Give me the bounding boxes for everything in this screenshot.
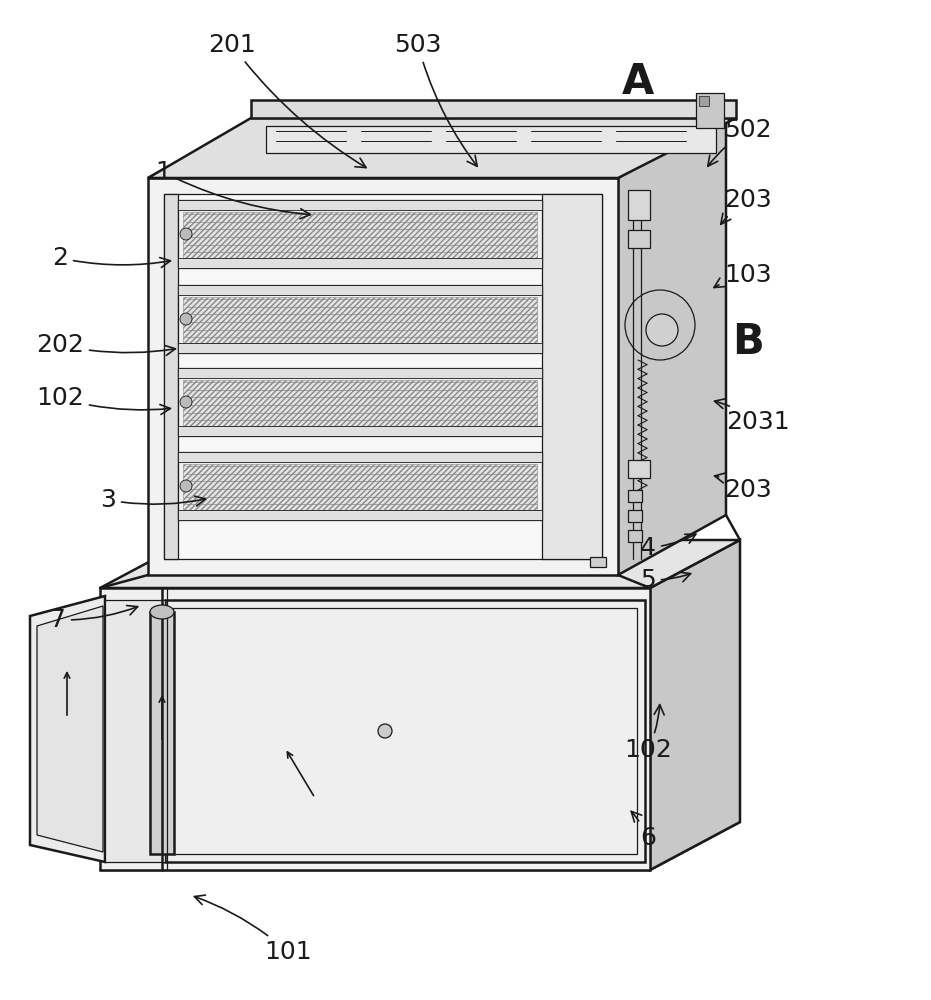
Bar <box>165 600 645 862</box>
Bar <box>590 557 606 567</box>
Polygon shape <box>100 588 650 870</box>
Text: 3: 3 <box>100 488 206 512</box>
Bar <box>628 490 642 502</box>
Bar <box>628 530 642 542</box>
Bar <box>105 600 165 862</box>
Ellipse shape <box>150 605 174 619</box>
Polygon shape <box>650 540 740 870</box>
Circle shape <box>180 396 192 408</box>
Text: B: B <box>732 321 763 363</box>
Bar <box>178 368 542 378</box>
Bar <box>699 96 709 106</box>
Bar <box>178 200 542 210</box>
Bar <box>628 510 642 522</box>
Bar <box>178 285 542 295</box>
Bar <box>542 194 602 559</box>
Polygon shape <box>266 126 716 153</box>
Text: 1: 1 <box>155 160 310 219</box>
Text: 103: 103 <box>714 263 772 288</box>
Text: 203: 203 <box>721 188 772 224</box>
Text: 502: 502 <box>708 118 772 166</box>
Text: 203: 203 <box>715 473 772 502</box>
Bar <box>178 368 542 436</box>
Polygon shape <box>148 118 736 178</box>
Bar <box>178 200 542 268</box>
Polygon shape <box>100 540 740 588</box>
Circle shape <box>180 228 192 240</box>
Bar <box>164 194 178 559</box>
Bar <box>178 510 542 520</box>
Bar <box>164 194 602 559</box>
Circle shape <box>180 480 192 492</box>
Bar <box>628 460 650 478</box>
Bar <box>178 258 542 268</box>
Text: A: A <box>622 61 654 103</box>
Bar <box>178 452 542 462</box>
Text: 101: 101 <box>195 895 312 964</box>
Bar <box>178 343 542 353</box>
Circle shape <box>378 724 392 738</box>
Polygon shape <box>251 100 736 118</box>
Bar <box>178 452 542 520</box>
Polygon shape <box>30 596 105 862</box>
Bar <box>183 464 537 510</box>
Polygon shape <box>618 118 726 575</box>
Bar <box>183 380 537 426</box>
Text: 102: 102 <box>36 386 170 414</box>
Polygon shape <box>148 118 726 178</box>
Circle shape <box>646 314 678 346</box>
Bar <box>173 608 637 854</box>
Bar <box>696 93 724 128</box>
Text: 5: 5 <box>641 568 691 592</box>
Text: 201: 201 <box>209 33 366 168</box>
Polygon shape <box>37 606 103 852</box>
Text: 202: 202 <box>36 333 175 357</box>
Text: 503: 503 <box>394 33 478 166</box>
Text: 6: 6 <box>631 811 656 850</box>
Bar <box>628 230 650 248</box>
Text: 7: 7 <box>50 606 138 632</box>
Bar <box>150 612 174 854</box>
Text: 4: 4 <box>640 534 695 560</box>
Polygon shape <box>100 822 740 870</box>
Polygon shape <box>148 178 618 575</box>
Bar <box>183 297 537 343</box>
Text: 102: 102 <box>624 705 672 762</box>
Text: 2: 2 <box>52 246 170 270</box>
Text: 2031: 2031 <box>714 399 789 434</box>
Bar <box>178 285 542 353</box>
Bar <box>628 190 650 220</box>
Bar <box>183 212 537 258</box>
Circle shape <box>180 313 192 325</box>
Bar <box>178 426 542 436</box>
